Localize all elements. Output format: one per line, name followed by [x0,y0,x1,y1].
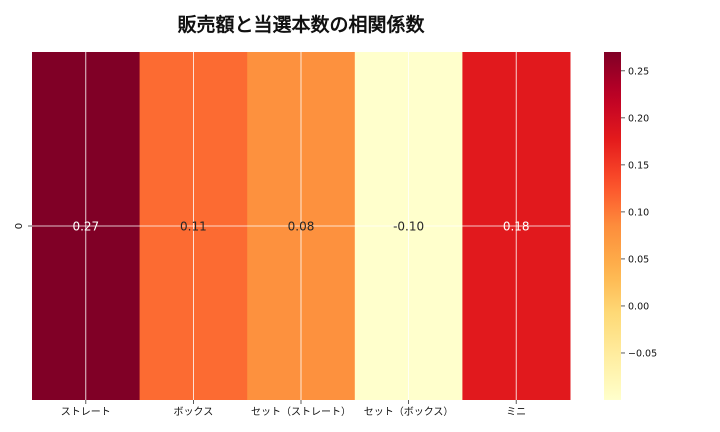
colorbar-tick-label: −0.05 [628,348,657,359]
cell-value-label: 0.18 [503,220,530,234]
colorbar-tick-label: 0.20 [628,113,649,124]
heatmap-gridlines [32,52,570,400]
y-tick-label: 0 [14,223,25,229]
y-axis-ticks: 0 [14,223,32,229]
colorbar-tick-label: 0.25 [628,66,649,77]
x-tick-label: ボックス [174,406,214,418]
cell-annotations: 0.27 0.11 0.08 -0.10 0.18 [72,220,529,234]
colorbar-tick-label: 0.10 [628,207,649,218]
cell-value-label: 0.11 [180,220,207,234]
x-tick-label: セット（ボックス） [364,406,454,418]
colorbar: 0.25 0.20 0.15 0.10 0.05 0.00 −0.05 [604,52,657,400]
chart-title: 販売額と当選本数の相関係数 [177,13,425,36]
x-tick-label: ミニ [506,407,526,418]
x-tick-label: セット（ストレート） [251,406,351,418]
cell-value-label: 0.27 [72,220,99,234]
colorbar-tick-label: 0.05 [628,254,649,265]
colorbar-tick-label: 0.15 [628,160,649,171]
x-tick-label: ストレート [61,407,111,418]
x-axis-ticks: ストレート ボックス セット（ストレート） セット（ボックス） ミニ [61,400,526,418]
colorbar-tick-label: 0.00 [628,301,649,312]
cell-value-label: -0.10 [393,220,424,234]
cell-value-label: 0.08 [288,220,315,234]
colorbar-gradient [604,52,621,400]
